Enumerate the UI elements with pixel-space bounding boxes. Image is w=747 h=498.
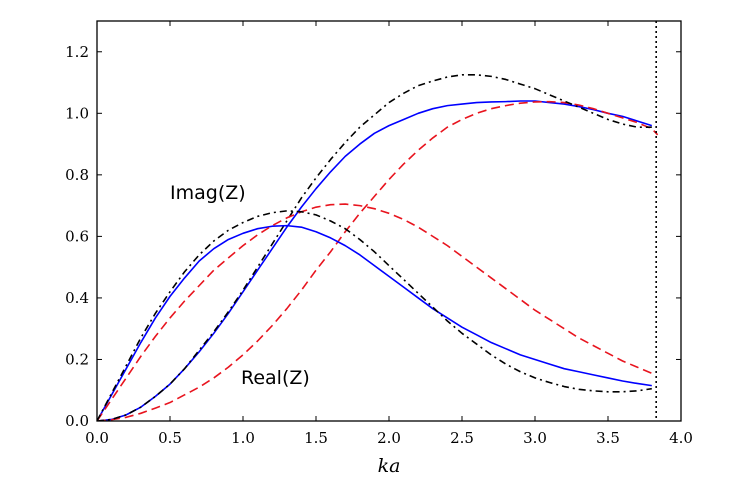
y-tick-label: 0.8: [65, 166, 89, 184]
x-tick-label: 1.0: [231, 429, 255, 447]
y-tick-label: 0.6: [65, 227, 89, 245]
annotation-real: Real(Z): [241, 367, 310, 389]
y-tick-label: 1.0: [65, 104, 89, 122]
series-line-imag-dashdot: [97, 210, 652, 421]
x-tick-label: 2.5: [450, 429, 474, 447]
x-tick-label: 4.0: [669, 429, 693, 447]
y-tick-label: 1.2: [65, 43, 89, 61]
x-axis-label: ka: [378, 455, 401, 477]
series-layer: [97, 74, 659, 421]
series-line-imag-solid: [97, 224, 652, 421]
y-tick-label: 0.0: [65, 412, 89, 430]
x-tick-label: 3.5: [596, 429, 620, 447]
x-tick-label: 3.0: [523, 429, 547, 447]
ticks-layer: 0.0 0.5 1.0 1.5 2.0 2.5 3.0 3.5 4.0 0.0 0.2 0.4 0.6 0…: [65, 21, 693, 447]
y-tick-label: 0.2: [65, 350, 89, 368]
series-line-imag-dashed: [97, 203, 653, 421]
annotation-imag: Imag(Z): [170, 182, 246, 204]
x-tick-label: 2.0: [377, 429, 401, 447]
x-tick-label: 1.5: [304, 429, 328, 447]
x-tick-label: 0.0: [85, 429, 109, 447]
x-tick-label: 0.5: [158, 429, 182, 447]
series-line-real-solid: [97, 100, 653, 421]
series-line-real-dashed: [97, 100, 659, 421]
y-tick-label: 0.4: [65, 289, 89, 307]
